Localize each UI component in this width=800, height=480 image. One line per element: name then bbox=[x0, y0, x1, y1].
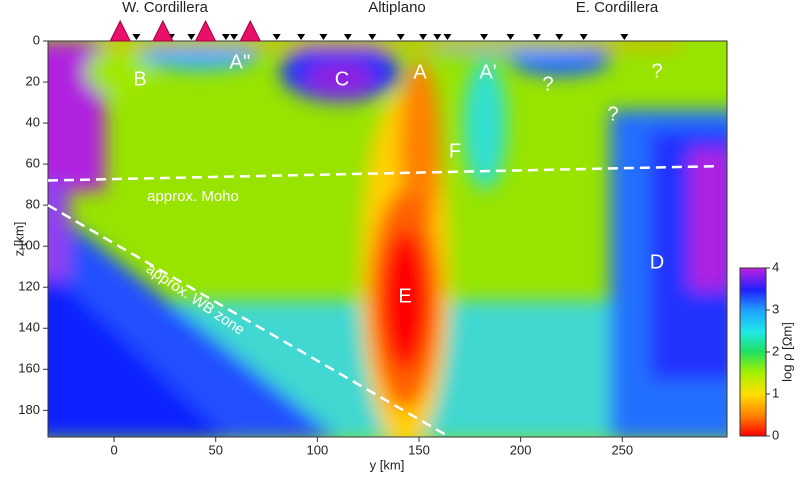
region-label: Altiplano bbox=[368, 0, 426, 16]
feature-label: A bbox=[413, 61, 427, 83]
colorbar-tick-label: 1 bbox=[772, 385, 779, 400]
station bbox=[319, 34, 328, 40]
y-tick-label: 40 bbox=[26, 115, 40, 130]
region-label: E. Cordillera bbox=[576, 0, 659, 16]
feature-label: ? bbox=[542, 73, 553, 95]
station bbox=[443, 34, 452, 40]
y-tick-label: 140 bbox=[18, 320, 40, 335]
feature-label: D bbox=[650, 251, 664, 273]
feature-label: F bbox=[449, 140, 461, 162]
volcano bbox=[109, 19, 131, 42]
region-label: W. Cordillera bbox=[122, 0, 209, 16]
y-tick-label: 180 bbox=[18, 402, 40, 417]
colorbar-tick-label: 3 bbox=[772, 301, 779, 316]
station bbox=[187, 34, 196, 40]
plot-frame bbox=[47, 40, 728, 438]
station bbox=[506, 34, 515, 40]
colorbar-tick-label: 4 bbox=[772, 259, 779, 274]
feature-label: C bbox=[335, 68, 349, 90]
station bbox=[396, 34, 405, 40]
colorbar-label: log ρ [Ωm] bbox=[779, 322, 794, 382]
y-tick-label: 0 bbox=[33, 32, 40, 47]
volcano bbox=[152, 19, 174, 42]
station bbox=[132, 34, 141, 40]
x-tick-label: 100 bbox=[307, 442, 329, 457]
station bbox=[480, 34, 489, 40]
station bbox=[368, 34, 377, 40]
colorbar-tick-label: 2 bbox=[772, 343, 779, 358]
y-axis-label: z [km] bbox=[11, 222, 26, 257]
y-tick-label: 60 bbox=[26, 156, 40, 171]
x-tick-label: 200 bbox=[510, 442, 532, 457]
station bbox=[555, 34, 564, 40]
station bbox=[297, 34, 306, 40]
station bbox=[221, 34, 230, 40]
feature-label: E bbox=[398, 285, 411, 307]
station bbox=[272, 34, 281, 40]
y-tick-label: 80 bbox=[26, 197, 40, 212]
line-label: approx. Moho bbox=[147, 188, 239, 205]
volcano bbox=[194, 19, 217, 42]
station bbox=[230, 34, 239, 40]
y-tick-label: 20 bbox=[26, 73, 40, 88]
station bbox=[433, 34, 442, 40]
feature-label: A'' bbox=[230, 51, 251, 73]
station bbox=[579, 34, 588, 40]
station bbox=[620, 34, 629, 40]
resistivity-field bbox=[48, 41, 727, 437]
feature-label: ? bbox=[607, 103, 618, 125]
boundary-line bbox=[47, 204, 451, 439]
y-tick-label: 160 bbox=[18, 361, 40, 376]
colorbar-tick-label: 0 bbox=[772, 427, 779, 442]
station bbox=[419, 34, 428, 40]
x-tick-label: 50 bbox=[208, 442, 222, 457]
colorbar bbox=[739, 267, 767, 437]
feature-label: ? bbox=[651, 60, 662, 82]
station bbox=[532, 34, 541, 40]
feature-label: B bbox=[133, 68, 146, 90]
station bbox=[343, 34, 352, 40]
y-tick-label: 100 bbox=[18, 238, 40, 253]
x-tick-label: 150 bbox=[408, 442, 430, 457]
feature-label: A' bbox=[479, 61, 496, 83]
x-tick-label: 0 bbox=[110, 442, 117, 457]
x-axis-label: y [km] bbox=[370, 457, 405, 472]
volcano bbox=[239, 19, 262, 42]
y-tick-label: 120 bbox=[18, 279, 40, 294]
x-tick-label: 250 bbox=[611, 442, 633, 457]
